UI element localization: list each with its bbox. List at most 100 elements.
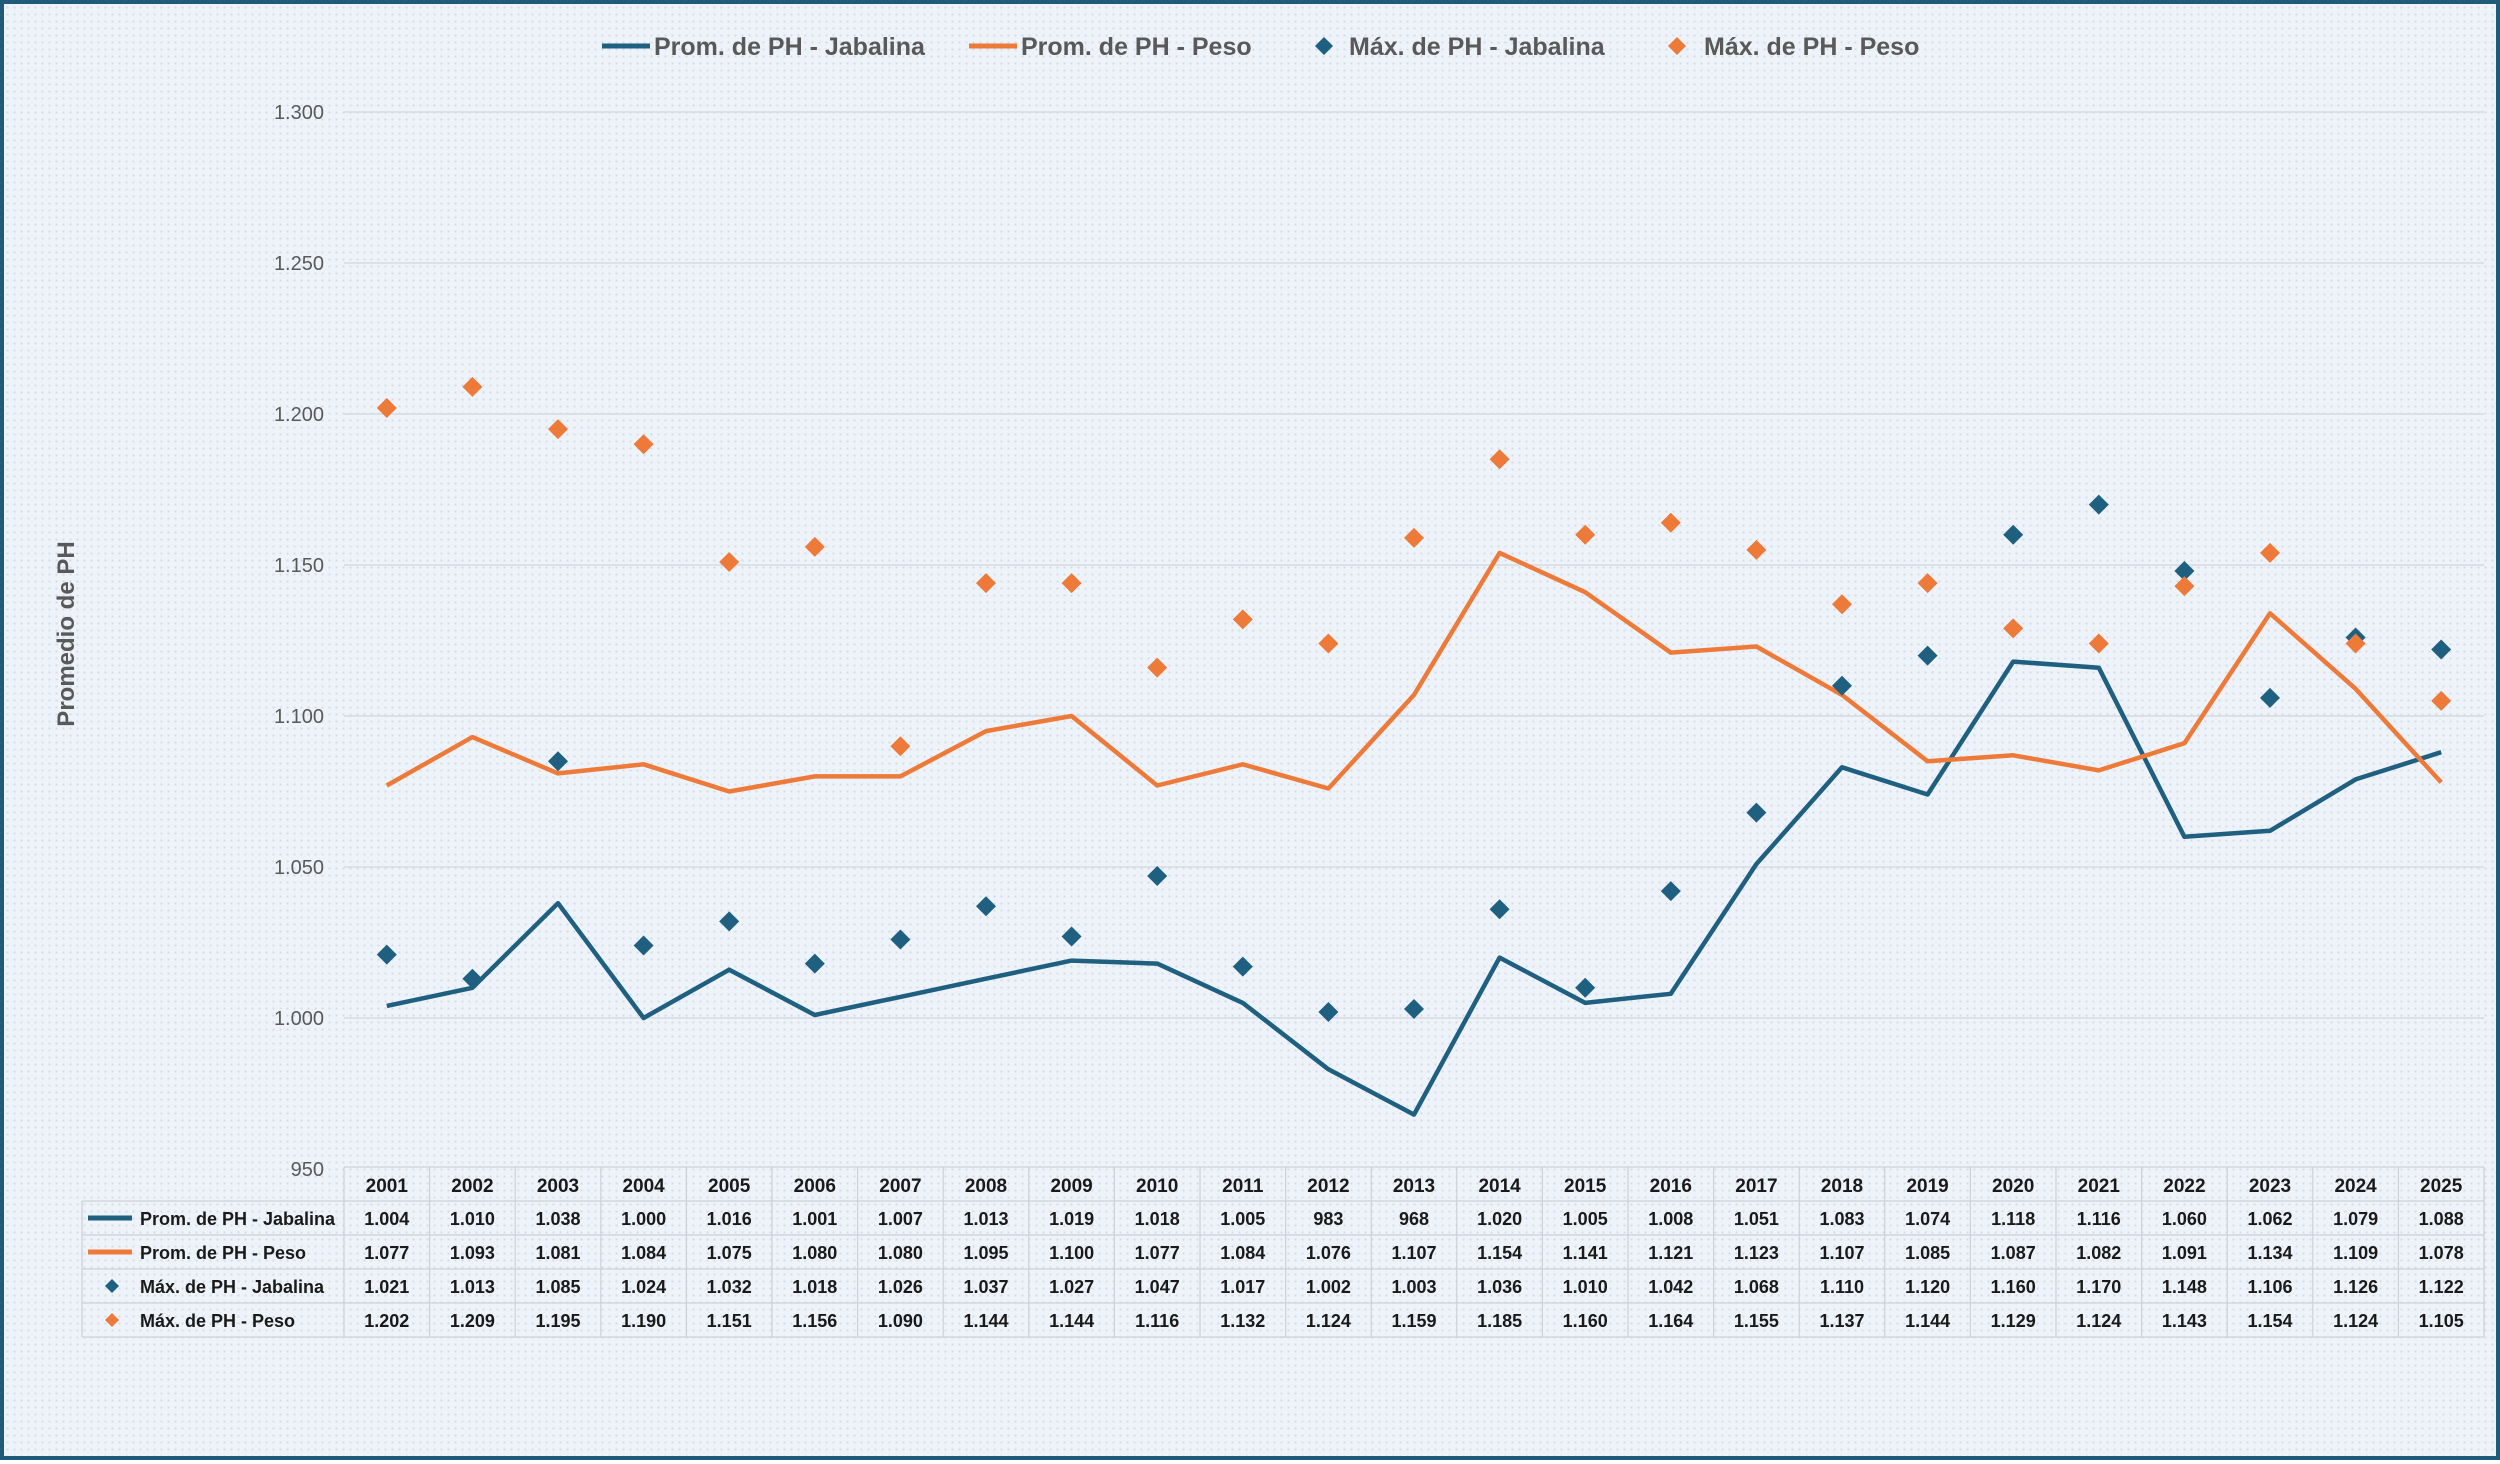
table-row-label: Máx. de PH - Peso (140, 1311, 295, 1331)
table-cell: 1.008 (1648, 1209, 1693, 1229)
table-cell: 1.027 (1049, 1277, 1094, 1297)
table-cell: 1.091 (2162, 1243, 2207, 1263)
table-cell: 1.121 (1648, 1243, 1693, 1263)
marker-m-x-de-ph-peso (1489, 449, 1510, 470)
marker-m-x-de-ph-jabalina (2260, 687, 2280, 708)
x-category-label: 2016 (1650, 1176, 1692, 1197)
table-cell: 1.107 (1819, 1243, 1864, 1263)
table-cell: 1.001 (792, 1209, 837, 1229)
table-cell: 1.132 (1220, 1311, 1265, 1331)
table-cell: 1.129 (1991, 1311, 2036, 1331)
x-category-label: 2001 (366, 1176, 409, 1197)
legend-label: Prom. de PH - Peso (1021, 33, 1252, 61)
x-category-label: 2022 (2163, 1176, 2205, 1197)
marker-m-x-de-ph-jabalina (1660, 881, 1681, 902)
table-cell: 1.095 (963, 1243, 1008, 1263)
marker-m-x-de-ph-jabalina (2088, 494, 2109, 515)
y-axis-label: Promedio de PH (53, 541, 80, 726)
x-category-label: 2014 (1478, 1176, 1521, 1197)
marker-m-x-de-ph-peso (1917, 573, 1938, 594)
marker-m-x-de-ph-peso (1404, 527, 1424, 548)
marker-m-x-de-ph-peso (1746, 539, 1767, 560)
table-cell: 1.036 (1477, 1277, 1522, 1297)
marker-m-x-de-ph-peso (2088, 633, 2109, 654)
marker-m-x-de-ph-peso (2260, 542, 2280, 563)
marker-m-x-de-ph-jabalina (1832, 675, 1852, 696)
table-cell: 1.005 (1220, 1209, 1265, 1229)
series-line-prom-de-ph-jabalina (386, 659, 2442, 1117)
table-cell: 1.202 (364, 1311, 409, 1331)
x-category-label: 2017 (1735, 1176, 1777, 1197)
table-cell: 1.047 (1135, 1277, 1180, 1297)
x-category-label: 2005 (708, 1176, 751, 1197)
data-table: 2001 2002 2003 2004 2005 2006 2007 2008 2009 2010… (81, 1166, 2485, 1338)
table-cell: 1.124 (2076, 1311, 2121, 1331)
table-cell: 1.160 (1563, 1311, 1608, 1331)
x-category-label: 2006 (794, 1176, 836, 1197)
marker-m-x-de-ph-jabalina (1232, 956, 1253, 977)
marker-m-x-de-ph-jabalina (462, 968, 483, 989)
table-cell: 1.109 (2333, 1243, 2378, 1263)
x-category-label: 2018 (1821, 1176, 1863, 1197)
y-tick-label: 1.000 (274, 1008, 324, 1030)
x-category-label: 2009 (1050, 1176, 1092, 1197)
marker-m-x-de-ph-peso (633, 434, 654, 455)
table-cell: 1.076 (1306, 1243, 1351, 1263)
table-legend-marker (105, 1279, 119, 1293)
y-tick-label: 1.100 (274, 706, 324, 728)
table-cell: 1.195 (535, 1311, 580, 1331)
table-cell: 1.077 (364, 1243, 409, 1263)
table-cell: 1.106 (2247, 1277, 2292, 1297)
table-cell: 1.085 (535, 1277, 580, 1297)
marker-m-x-de-ph-peso (1061, 573, 1082, 594)
table-row-label: Prom. de PH - Jabalina (140, 1209, 336, 1229)
marker-m-x-de-ph-jabalina (1404, 998, 1424, 1019)
series (376, 376, 2452, 1117)
table-row-label: Máx. de PH - Jabalina (140, 1277, 325, 1297)
table-cell: 1.083 (1819, 1209, 1864, 1229)
table-cell: 1.116 (1135, 1311, 1179, 1331)
marker-m-x-de-ph-jabalina (1061, 926, 1082, 947)
table-cell: 1.159 (1391, 1311, 1436, 1331)
marker-m-x-de-ph-jabalina (2174, 561, 2195, 582)
marker-m-x-de-ph-jabalina (1489, 899, 1510, 920)
marker-m-x-de-ph-peso (2431, 690, 2452, 711)
table-cell: 1.078 (2419, 1243, 2464, 1263)
marker-m-x-de-ph-peso (890, 736, 911, 757)
x-category-label: 2002 (451, 1176, 493, 1197)
x-category-label: 2010 (1136, 1176, 1178, 1197)
table-cell: 1.081 (535, 1243, 580, 1263)
marker-m-x-de-ph-jabalina (890, 929, 911, 950)
table-cell: 1.164 (1648, 1311, 1693, 1331)
table-cell: 1.155 (1734, 1311, 1779, 1331)
y-tick-label: 950 (291, 1159, 324, 1181)
table-cell: 1.037 (963, 1277, 1008, 1297)
x-category-label: 2004 (622, 1176, 665, 1197)
x-category-label: 2025 (2420, 1176, 2463, 1197)
marker-m-x-de-ph-peso (976, 573, 996, 594)
table-cell: 1.110 (1820, 1277, 1864, 1297)
x-category-label: 2020 (1992, 1176, 2034, 1197)
table-cell: 1.038 (535, 1209, 580, 1229)
table-cell: 1.080 (878, 1243, 923, 1263)
table-cell: 1.020 (1477, 1209, 1522, 1229)
table-cell: 968 (1399, 1209, 1429, 1229)
marker-m-x-de-ph-jabalina (804, 953, 825, 974)
marker-m-x-de-ph-peso (1660, 512, 1681, 533)
legend-item: Máx. de PH - Jabalina (1315, 33, 1606, 61)
table-cell: 1.124 (1306, 1311, 1351, 1331)
table-cell: 1.134 (2247, 1243, 2292, 1263)
marker-m-x-de-ph-jabalina (1575, 977, 1596, 998)
table-cell: 1.085 (1905, 1243, 1950, 1263)
table-cell: 1.090 (878, 1311, 923, 1331)
marker-m-x-de-ph-peso (2345, 633, 2366, 654)
legend: Prom. de PH - Jabalina Prom. de PH - Peso… (602, 33, 1919, 61)
table-cell: 1.154 (1477, 1243, 1522, 1263)
table-cell: 1.004 (364, 1209, 409, 1229)
marker-m-x-de-ph-peso (548, 419, 568, 440)
table-cell: 1.060 (2162, 1209, 2207, 1229)
table-cell: 1.005 (1563, 1209, 1608, 1229)
table-cell: 1.024 (621, 1277, 666, 1297)
table-cell: 1.068 (1734, 1277, 1779, 1297)
table-cell: 1.141 (1563, 1243, 1608, 1263)
